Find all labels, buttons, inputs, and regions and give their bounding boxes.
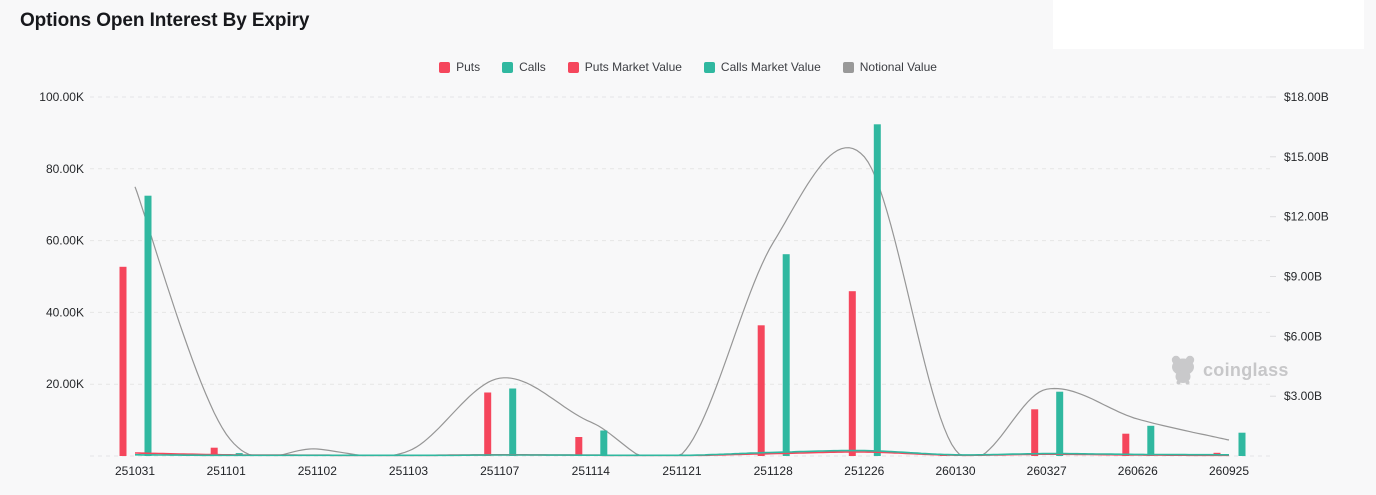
x-axis-label: 260925 — [1209, 464, 1249, 478]
watermark-text: coinglass — [1203, 359, 1289, 380]
left-axis-label: 20.00K — [46, 377, 84, 391]
coinglass-watermark: coinglass — [1170, 355, 1289, 385]
legend-label: Notional Value — [859, 60, 937, 74]
legend-label: Puts Market Value — [584, 60, 682, 74]
notional-value-line[interactable] — [134, 147, 1230, 456]
calls-swatch-icon — [502, 61, 514, 73]
left-axis-label: 40.00K — [46, 305, 84, 319]
blank-panel — [1053, 0, 1364, 49]
legend-item-notional-value[interactable]: Notional Value — [842, 60, 937, 74]
legend-label: Calls — [519, 60, 546, 74]
calls-bar[interactable] — [782, 254, 790, 456]
legend-item-calls-market-value[interactable]: Calls Market Value — [703, 60, 821, 74]
puts-bar[interactable] — [484, 392, 492, 457]
puts-bar[interactable] — [1031, 409, 1039, 456]
legend-label: Calls Market Value — [720, 60, 821, 74]
calls-bar[interactable] — [1056, 391, 1064, 456]
right-axis-label: $12.00B — [1284, 210, 1329, 224]
puts-bar[interactable] — [848, 291, 856, 456]
x-axis-label: 251114 — [572, 464, 611, 478]
calls-bar[interactable] — [1147, 425, 1155, 456]
calls-market-value-line[interactable] — [135, 449, 1229, 457]
calls-bar[interactable] — [144, 195, 152, 456]
x-axis-label: 251226 — [844, 464, 884, 478]
x-axis-label: 260327 — [1027, 464, 1067, 478]
page-title: Options Open Interest By Expiry — [20, 10, 310, 31]
x-axis-label: 251128 — [754, 464, 793, 478]
x-axis-label: 251103 — [389, 464, 428, 478]
x-axis-label: 260130 — [935, 464, 975, 478]
legend-item-puts[interactable]: Puts — [439, 60, 480, 74]
calls-bar[interactable] — [873, 124, 881, 457]
right-axis-label: $9.00B — [1284, 270, 1322, 284]
legend-item-puts-market-value[interactable]: Puts Market Value — [567, 60, 682, 74]
left-axis-label: 60.00K — [46, 234, 84, 248]
right-axis-label: $15.00B — [1284, 150, 1329, 164]
right-axis-label: $18.00B — [1284, 90, 1329, 104]
puts-bar[interactable] — [757, 325, 765, 456]
puts-bar[interactable] — [1122, 433, 1130, 456]
right-axis-label: $3.00B — [1284, 389, 1322, 403]
x-axis-label: 251107 — [480, 464, 519, 478]
notional-swatch-icon — [842, 61, 854, 73]
legend-label: Puts — [456, 60, 481, 74]
x-axis-label: 260626 — [1118, 464, 1158, 478]
x-axis-label: 251101 — [207, 464, 246, 478]
x-axis-label: 251102 — [298, 464, 337, 478]
right-axis-label: $6.00B — [1284, 329, 1322, 343]
coinglass-logo-icon — [1171, 355, 1195, 385]
calls-bar[interactable] — [1238, 432, 1246, 456]
legend-item-calls[interactable]: Calls — [502, 60, 546, 74]
puts-bar[interactable] — [575, 437, 583, 456]
chart-legend: Puts Calls Puts Market Value Calls Marke… — [0, 60, 1376, 74]
calls-mv-swatch-icon — [703, 61, 715, 73]
puts-bar[interactable] — [210, 447, 218, 456]
puts-swatch-icon — [439, 61, 451, 73]
calls-bar[interactable] — [509, 388, 517, 457]
x-axis-label: 251031 — [115, 464, 155, 478]
left-axis-label: 80.00K — [46, 162, 84, 176]
puts-bar[interactable] — [119, 266, 127, 456]
calls-bar[interactable] — [600, 430, 608, 457]
puts-mv-swatch-icon — [567, 61, 579, 73]
x-axis-label: 251121 — [662, 464, 701, 478]
left-axis-label: 100.00K — [39, 90, 84, 104]
